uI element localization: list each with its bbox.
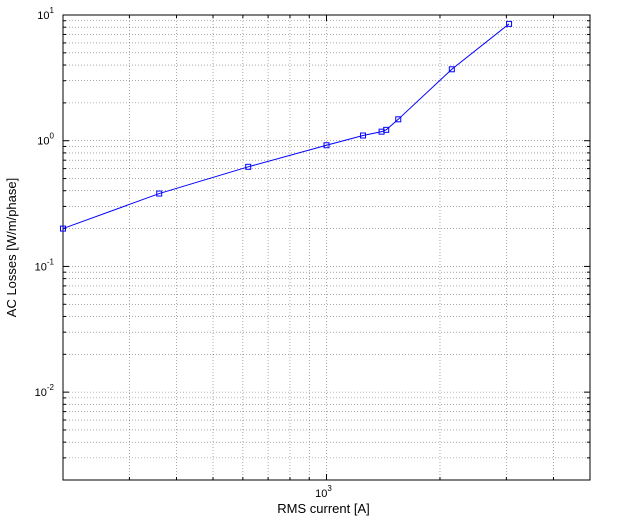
plot-frame [62, 14, 591, 481]
x-tick-label: 103 [315, 484, 332, 500]
data-point [360, 132, 367, 139]
tick-label-base: 10 [37, 10, 49, 22]
tick-label-exponent: 3 [327, 484, 332, 493]
data-point [395, 116, 402, 123]
tick-label-base: 10 [315, 488, 327, 500]
tick-label-exponent: 0 [50, 132, 55, 141]
y-tick-label: 101 [37, 6, 54, 22]
tick-label-exponent: -1 [47, 257, 55, 266]
y-tick-label: 10-2 [35, 383, 55, 399]
series-layer [60, 20, 513, 232]
data-point [506, 20, 513, 27]
data-point [323, 142, 330, 149]
tick-label-base: 10 [35, 387, 47, 399]
series-line [62, 23, 510, 230]
x-axis-label: RMS current [A] [277, 501, 369, 516]
data-point [60, 225, 66, 232]
data-point [383, 126, 390, 133]
y-tick-label: 10-1 [35, 257, 55, 273]
tick-label-exponent: -2 [47, 383, 55, 392]
data-point [156, 190, 163, 197]
y-tick-label: 100 [37, 132, 54, 148]
tick-label-exponent: 1 [50, 6, 55, 15]
data-point [448, 66, 455, 73]
y-axis-label: AC Losses [W/m/phase] [4, 178, 19, 317]
data-point [245, 163, 252, 170]
grid-layer [63, 15, 590, 480]
tick-label-base: 10 [35, 261, 47, 273]
tick-label-base: 10 [37, 136, 49, 148]
